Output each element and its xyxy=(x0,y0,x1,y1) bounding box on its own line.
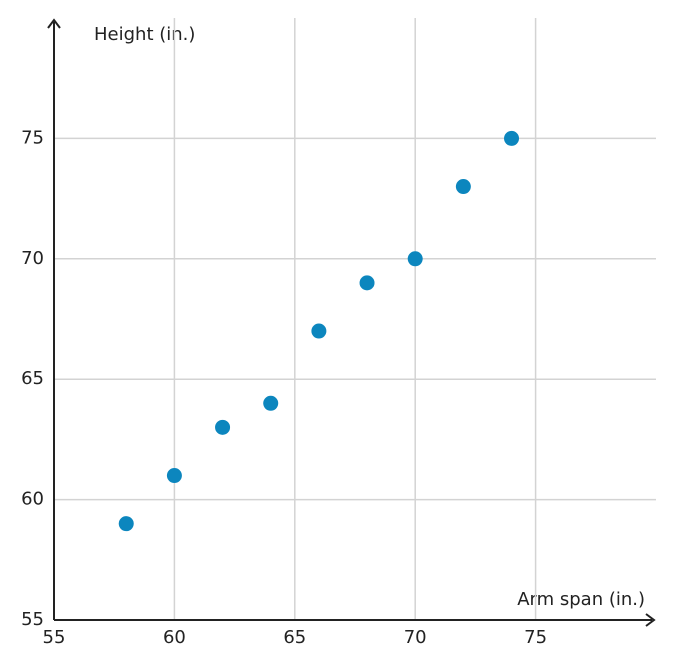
point xyxy=(166,468,182,484)
y-tick-label: 70 xyxy=(21,248,44,269)
y-tick-label: 55 xyxy=(21,609,44,630)
point xyxy=(118,516,134,532)
point xyxy=(359,275,375,291)
x-axis-arrow xyxy=(645,613,656,627)
y-tick-label: 60 xyxy=(21,489,44,510)
point xyxy=(215,419,231,435)
x-tick-label: 60 xyxy=(163,627,186,648)
y-tick-label: 75 xyxy=(21,127,44,148)
point xyxy=(311,323,327,339)
x-tick-label: 55 xyxy=(43,627,66,648)
x-tick-label: 70 xyxy=(404,627,427,648)
point xyxy=(455,179,471,195)
x-axis-label: Arm span (in.) xyxy=(517,589,645,610)
y-axis-arrow xyxy=(47,18,61,29)
point xyxy=(407,251,423,267)
x-tick-label: 75 xyxy=(524,627,547,648)
x-tick-label: 65 xyxy=(283,627,306,648)
point xyxy=(263,395,279,411)
y-axis-label: Height (in.) xyxy=(94,24,195,45)
y-tick-label: 65 xyxy=(21,368,44,389)
point xyxy=(504,130,520,146)
